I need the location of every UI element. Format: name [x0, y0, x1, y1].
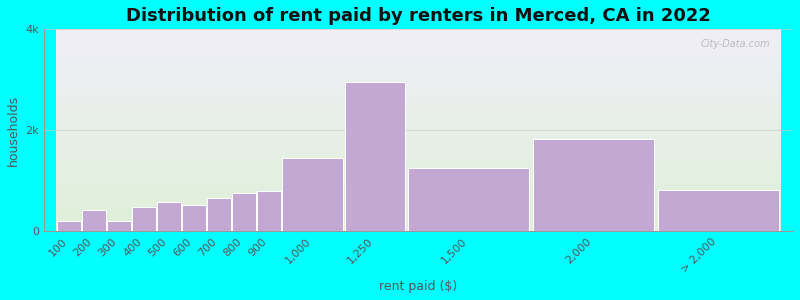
Bar	[206, 198, 231, 231]
Bar	[533, 139, 654, 231]
X-axis label: rent paid ($): rent paid ($)	[379, 280, 458, 293]
Bar	[132, 207, 156, 231]
Bar	[345, 82, 405, 231]
Bar	[408, 168, 529, 231]
Text: City-Data.com: City-Data.com	[701, 39, 770, 50]
Bar	[282, 158, 342, 231]
Bar	[106, 221, 131, 231]
Bar	[157, 202, 181, 231]
Y-axis label: households: households	[7, 95, 20, 166]
Bar	[57, 221, 81, 231]
Bar	[257, 191, 281, 231]
Title: Distribution of rent paid by renters in Merced, CA in 2022: Distribution of rent paid by renters in …	[126, 7, 711, 25]
Bar	[658, 190, 778, 231]
Bar	[232, 193, 256, 231]
Bar	[182, 205, 206, 231]
Bar	[82, 210, 106, 231]
